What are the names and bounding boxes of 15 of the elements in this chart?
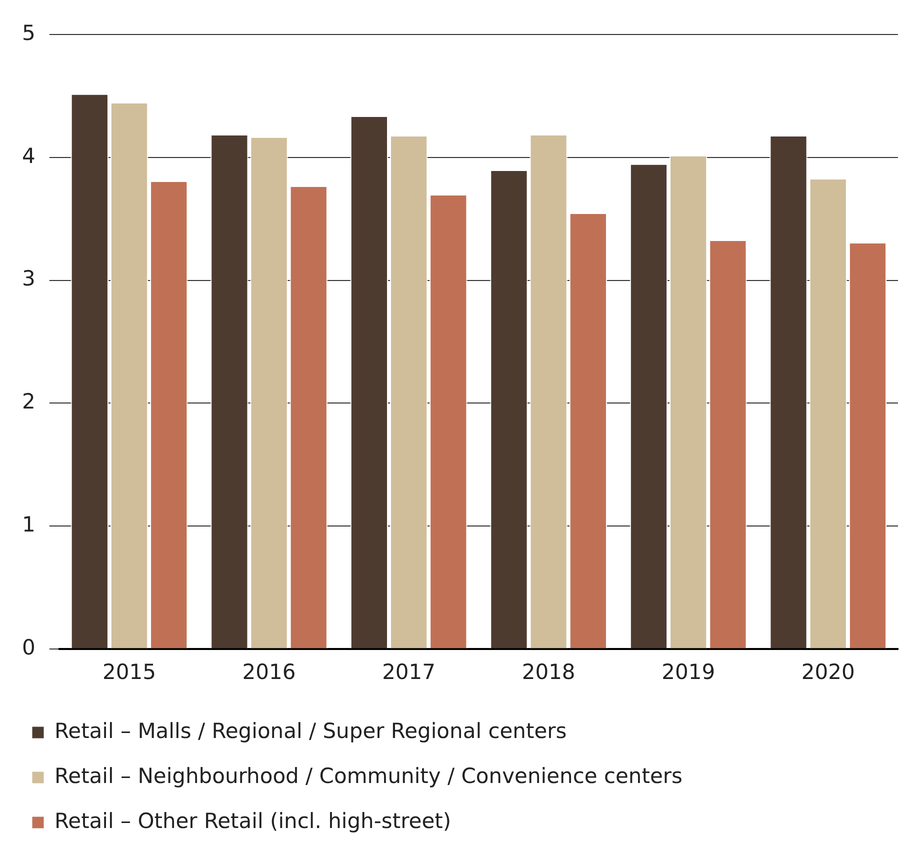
x-tick-label: 2016 (242, 660, 296, 684)
y-tick-label: 4 (22, 144, 36, 168)
y-tick-label: 3 (22, 266, 36, 291)
legend-label: Retail – Neighbourhood / Community / Convenience centers (54, 764, 682, 788)
y-tick-label: 0 (22, 635, 36, 660)
y-tick-label: 2 (22, 390, 36, 414)
y-tick-label: 5 (22, 21, 36, 46)
x-tick-label: 2018 (522, 660, 576, 684)
x-tick-label: 2017 (382, 660, 436, 684)
x-tick-label: 2020 (801, 660, 855, 684)
x-tick-label: 2015 (102, 660, 156, 684)
x-tick-label: 2019 (662, 660, 716, 684)
legend-label: Retail – Malls / Regional / Super Regional centers (54, 718, 567, 743)
y-tick-label: 1 (22, 512, 36, 536)
legend-label: Retail – Other Retail (incl. high-street) (54, 808, 452, 833)
